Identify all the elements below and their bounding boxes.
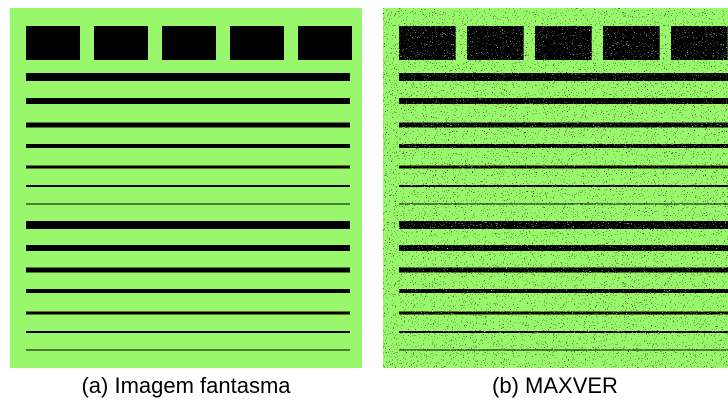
stripe-bar [26,123,350,128]
phantom-image [10,8,362,368]
page: (a) Imagem fantasma (b) MAXVER (() => { … [0,0,728,400]
stripe-bar [26,185,350,187]
stripe-bar [26,350,350,351]
stripe-square [162,26,216,60]
stripe-bar [26,98,350,104]
stripe-bar [26,312,350,315]
stripe-bar [26,245,350,251]
stripe-square [230,26,284,60]
caption: (a) Imagem fantasma [81,373,291,398]
stripe-square [94,26,148,60]
stripe-bar [26,221,350,229]
stripe-square [26,26,80,60]
stripe-bar [26,144,350,148]
stripe-square [298,26,352,60]
stripe-bar [26,289,350,293]
stripe-bar [26,204,350,205]
stripe-bar [26,73,350,81]
stripe-bar [26,331,350,333]
caption: (b) MAXVER [492,373,618,398]
stripe-bar [26,268,350,273]
stripe-bar [26,166,350,169]
figure: (a) Imagem fantasma (b) MAXVER [0,0,728,400]
maxver-image [383,8,728,368]
